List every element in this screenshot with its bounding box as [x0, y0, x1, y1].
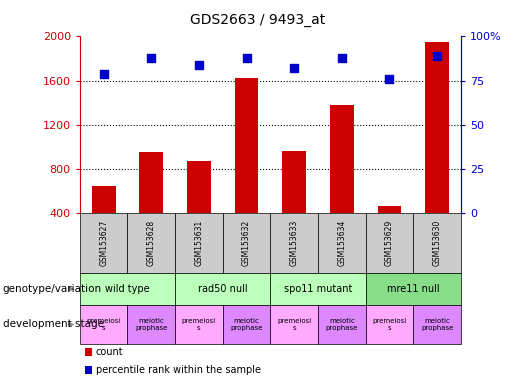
- Point: [290, 65, 298, 71]
- Text: development stage: development stage: [3, 319, 104, 329]
- Text: GSM153629: GSM153629: [385, 220, 394, 266]
- Text: meiotic
prophase: meiotic prophase: [230, 318, 263, 331]
- Text: GSM153634: GSM153634: [337, 220, 346, 266]
- Text: GSM153631: GSM153631: [195, 220, 203, 266]
- Text: meiotic
prophase: meiotic prophase: [325, 318, 358, 331]
- Text: GSM153633: GSM153633: [290, 220, 299, 266]
- Text: premeiosi
s: premeiosi s: [87, 318, 121, 331]
- Bar: [282, 151, 306, 213]
- Point: [338, 55, 346, 61]
- Bar: [330, 105, 354, 213]
- Text: GSM153632: GSM153632: [242, 220, 251, 266]
- Bar: [235, 78, 259, 213]
- Text: count: count: [96, 347, 124, 357]
- Text: GSM153630: GSM153630: [433, 220, 441, 266]
- Text: spo11 mutant: spo11 mutant: [284, 284, 352, 294]
- Point: [433, 53, 441, 59]
- Text: percentile rank within the sample: percentile rank within the sample: [96, 365, 261, 375]
- Text: meiotic
prophase: meiotic prophase: [421, 318, 453, 331]
- Text: meiotic
prophase: meiotic prophase: [135, 318, 167, 331]
- Bar: [140, 152, 163, 213]
- Text: GSM153627: GSM153627: [99, 220, 108, 266]
- Text: premeiosi
s: premeiosi s: [182, 318, 216, 331]
- Point: [195, 62, 203, 68]
- Text: genotype/variation: genotype/variation: [3, 284, 101, 294]
- Point: [243, 55, 251, 61]
- Text: mre11 null: mre11 null: [387, 284, 440, 294]
- Text: GDS2663 / 9493_at: GDS2663 / 9493_at: [190, 13, 325, 27]
- Point: [99, 71, 108, 77]
- Text: premeiosi
s: premeiosi s: [372, 318, 407, 331]
- Point: [385, 76, 393, 82]
- Bar: [92, 185, 115, 213]
- Text: rad50 null: rad50 null: [198, 284, 248, 294]
- Text: wild type: wild type: [105, 284, 150, 294]
- Bar: [377, 207, 401, 213]
- Text: GSM153628: GSM153628: [147, 220, 156, 266]
- Bar: [187, 161, 211, 213]
- Bar: [425, 42, 449, 213]
- Point: [147, 55, 156, 61]
- Text: premeiosi
s: premeiosi s: [277, 318, 312, 331]
